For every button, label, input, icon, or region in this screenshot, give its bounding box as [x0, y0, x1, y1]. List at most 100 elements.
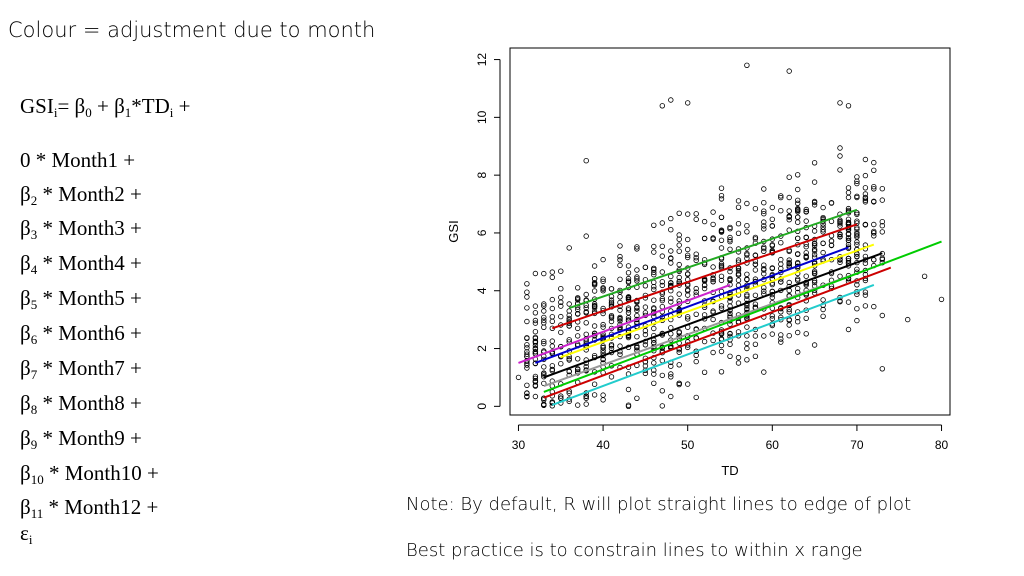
data-point	[837, 259, 843, 266]
data-point	[651, 269, 657, 276]
x-tick-label: 80	[935, 438, 949, 452]
x-tick-label: 60	[766, 438, 780, 452]
data-point	[811, 270, 818, 276]
data-point	[837, 145, 843, 151]
data-point	[795, 186, 801, 193]
data-point	[549, 305, 555, 312]
equation-text: * Month7 +	[37, 356, 142, 380]
month-regression-line	[551, 223, 858, 330]
data-point	[524, 335, 530, 341]
data-point	[854, 174, 860, 180]
data-point	[735, 257, 742, 263]
data-point	[625, 307, 632, 313]
month-regression-line	[543, 272, 858, 388]
data-point	[727, 276, 733, 283]
data-point	[549, 403, 555, 409]
data-point	[761, 284, 767, 291]
data-point	[574, 356, 581, 362]
data-point	[608, 345, 615, 352]
data-point	[651, 286, 657, 293]
data-point	[684, 100, 691, 106]
data-point	[676, 248, 682, 254]
data-point	[583, 401, 589, 407]
data-point	[532, 340, 539, 346]
data-point	[651, 325, 657, 332]
data-point	[761, 219, 767, 225]
data-point	[862, 199, 869, 205]
data-point	[532, 270, 539, 277]
data-point	[744, 276, 750, 282]
data-point	[837, 219, 843, 225]
data-point	[854, 282, 860, 288]
data-point	[625, 279, 632, 285]
month-regression-line	[543, 252, 883, 379]
data-point	[634, 244, 640, 250]
data-point	[795, 214, 801, 220]
data-point	[532, 383, 539, 389]
data-point	[795, 197, 801, 203]
data-point	[541, 270, 547, 277]
data-point	[845, 326, 852, 333]
data-point	[541, 314, 547, 321]
month-regression-line	[535, 246, 849, 364]
data-point	[845, 255, 852, 262]
data-point	[558, 268, 564, 274]
plot-frame	[509, 47, 951, 416]
data-point	[583, 310, 589, 316]
data-point	[583, 157, 589, 164]
data-point	[574, 333, 581, 339]
data-point	[541, 395, 547, 401]
data-point	[803, 218, 809, 224]
data-point	[608, 313, 615, 319]
data-point	[515, 374, 522, 381]
data-point	[642, 331, 649, 338]
data-point	[600, 392, 606, 398]
data-point	[651, 243, 657, 250]
y-tick-label: 4	[475, 287, 489, 294]
data-point	[862, 260, 869, 266]
data-point	[532, 310, 539, 316]
y-axis-label: GSI	[446, 220, 461, 242]
data-point	[659, 253, 665, 259]
data-point	[795, 285, 801, 292]
month-regression-line	[568, 208, 858, 310]
data-point	[871, 257, 877, 263]
data-point	[761, 186, 767, 192]
equation-subscript: 11	[30, 506, 44, 521]
data-point	[651, 297, 657, 303]
data-point	[558, 294, 564, 301]
data-point	[617, 243, 623, 249]
data-point	[676, 232, 682, 238]
data-point	[795, 219, 801, 225]
data-point	[820, 229, 826, 235]
data-point	[795, 172, 801, 178]
data-point	[668, 393, 674, 400]
data-point	[871, 198, 877, 204]
data-point	[591, 392, 598, 398]
data-point	[744, 222, 750, 229]
data-point	[693, 394, 699, 401]
data-point	[828, 238, 835, 244]
data-point	[701, 369, 708, 375]
data-point	[752, 205, 759, 212]
y-tick-label: 0	[475, 403, 489, 410]
data-point	[651, 371, 657, 377]
data-point	[845, 299, 852, 305]
data-point	[769, 204, 775, 211]
data-point	[617, 316, 623, 322]
data-point	[634, 274, 640, 280]
equation-text: β	[20, 182, 31, 206]
data-point	[574, 285, 581, 291]
data-point	[845, 189, 852, 196]
data-point	[710, 349, 716, 356]
data-point	[651, 271, 657, 278]
x-axis-label: TD	[721, 463, 738, 478]
data-point	[532, 334, 539, 341]
data-point	[735, 329, 742, 335]
data-point	[718, 214, 725, 221]
data-point	[668, 248, 674, 254]
data-point	[769, 216, 775, 222]
data-point	[524, 390, 530, 396]
equation-subscript: 1	[124, 105, 132, 120]
equation-line: 0 * Month1 +	[20, 148, 135, 173]
